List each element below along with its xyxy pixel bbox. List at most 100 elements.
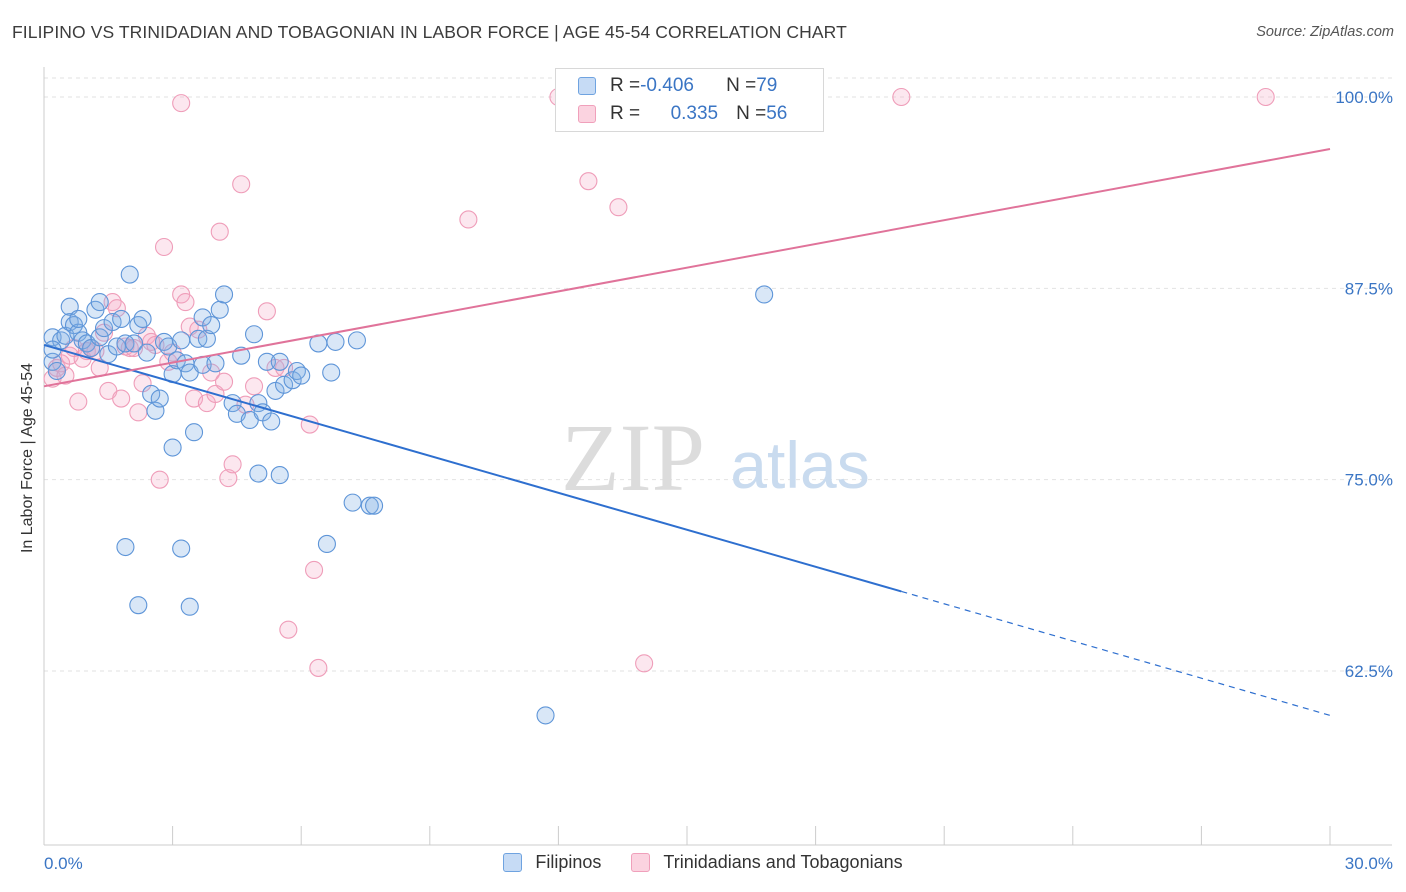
series-trinidadian-points	[43, 87, 1275, 677]
filipino-point	[244, 325, 264, 344]
filipino-point	[142, 384, 161, 403]
trinidadian-point	[579, 172, 598, 191]
trinidadian-point	[300, 415, 319, 434]
filipino-point	[214, 285, 234, 304]
trinidadian-point	[154, 237, 174, 257]
trinidadian-point	[459, 210, 478, 229]
y-tick-label: 100.0%	[1335, 88, 1393, 107]
trinidadian-point	[1256, 87, 1275, 107]
filipino-point	[129, 596, 148, 615]
y-tick-label: 62.5%	[1345, 662, 1393, 681]
filipino-point	[120, 265, 139, 284]
filipino-point	[150, 389, 169, 408]
trinidadian-point	[279, 620, 298, 639]
filipino-point	[343, 493, 362, 512]
filipino-point	[206, 354, 225, 373]
legend-n-value: 56	[766, 103, 788, 124]
filipino-point	[322, 363, 341, 382]
chart-title: FILIPINO VS TRINIDADIAN AND TOBAGONIAN I…	[12, 22, 847, 42]
trinidadian-point	[129, 403, 148, 422]
filipino-point	[283, 371, 302, 390]
filipino-point	[249, 464, 268, 483]
filipino-point	[60, 297, 79, 316]
trinidadian-point	[609, 198, 628, 217]
trinidadian-point	[107, 299, 126, 318]
trinidadian-point	[214, 372, 234, 391]
filipino-point	[137, 343, 156, 362]
filipino-point	[262, 412, 281, 431]
series-legend: Filipinos Trinidadians and Tobagonians	[0, 852, 1406, 873]
filipino-point	[133, 309, 152, 328]
filipino-point	[270, 352, 289, 371]
legend-r-label: R =	[610, 103, 641, 124]
filipino-point	[210, 300, 229, 319]
y-tick-label: 75.0%	[1345, 471, 1393, 490]
trinidadian-point	[635, 654, 654, 673]
legend-row-filipinos: R = -0.406 N = 79	[578, 73, 777, 99]
filipino-point	[536, 706, 555, 725]
series-legend-filipinos[interactable]: Filipinos	[503, 852, 601, 873]
filipino-point	[317, 534, 336, 554]
filipino-point	[275, 375, 294, 394]
y-tick-label: 87.5%	[1345, 279, 1393, 298]
filipino-point	[180, 597, 199, 616]
filipino-point	[172, 331, 191, 350]
filipino-point	[116, 537, 135, 557]
filipino-point	[197, 329, 216, 348]
filipino-point	[163, 438, 182, 457]
x-tick-label: 30.0%	[1345, 854, 1393, 873]
series-swatch-pink	[631, 853, 651, 872]
filipino-point	[69, 309, 88, 328]
filipino-point	[347, 331, 366, 350]
trinidadian-trend-line	[43, 148, 1331, 388]
axes-layer	[43, 67, 1392, 846]
y-axis-label: In Labor Force | Age 45-54	[19, 362, 36, 554]
series-legend-trinidadians[interactable]: Trinidadians and Tobagonians	[631, 852, 903, 873]
trinidadian-point	[112, 389, 131, 408]
legend-swatch-pink	[578, 105, 596, 123]
legend-r-value: 0.335	[670, 103, 719, 124]
series-filipino-points	[43, 265, 774, 725]
filipino-trend-line	[43, 344, 902, 593]
filipino-point	[47, 361, 66, 381]
series-swatch-blue	[503, 853, 523, 872]
filipino-point	[270, 466, 289, 485]
filipino-point	[360, 496, 379, 515]
trinidadian-point	[150, 470, 169, 489]
source-credit: Source: ZipAtlas.com	[1256, 24, 1394, 40]
filipino-point	[184, 423, 204, 442]
watermark-atlas: atlas	[730, 428, 869, 502]
watermark-zip: ZIP	[561, 404, 705, 511]
legend-n-value: 79	[756, 75, 778, 96]
trinidadian-point	[257, 302, 276, 321]
legend-row-trinidadians: R = 0.335 N = 56	[578, 101, 787, 127]
trinidadian-point	[210, 222, 229, 241]
filipino-point	[292, 366, 311, 385]
tick-labels: 62.5% 75.0% 87.5% 100.0% 0.0% 30.0%	[44, 88, 1393, 873]
filipino-point	[43, 352, 62, 371]
filipino-point	[257, 352, 276, 371]
legend-r-label: R =	[610, 75, 641, 96]
filipino-point	[112, 309, 131, 328]
filipino-point	[90, 328, 109, 347]
filipino-point	[202, 316, 221, 335]
filipino-point	[365, 496, 384, 515]
watermark: ZIP atlas	[561, 404, 870, 511]
trinidadian-point	[305, 560, 324, 580]
filipino-point	[172, 539, 191, 558]
filipino-point	[326, 332, 345, 351]
trinidadian-point	[309, 658, 328, 677]
trinidadian-point	[176, 293, 195, 312]
filipino-point	[124, 334, 144, 353]
trinidadian-point	[892, 87, 911, 107]
filipino-point	[755, 285, 774, 304]
series-legend-label: Trinidadians and Tobagonians	[663, 852, 903, 872]
trinidadian-point	[219, 469, 238, 488]
legend-n-label: N =	[726, 75, 757, 96]
trinidadian-point	[69, 392, 88, 411]
trinidadian-point	[172, 94, 191, 113]
trinidadian-point	[232, 175, 251, 194]
legend-n-label: N =	[736, 103, 767, 124]
trinidadian-point	[244, 377, 264, 396]
correlation-legend: R = -0.406 N = 79 R = 0.335 N = 56	[555, 68, 824, 132]
